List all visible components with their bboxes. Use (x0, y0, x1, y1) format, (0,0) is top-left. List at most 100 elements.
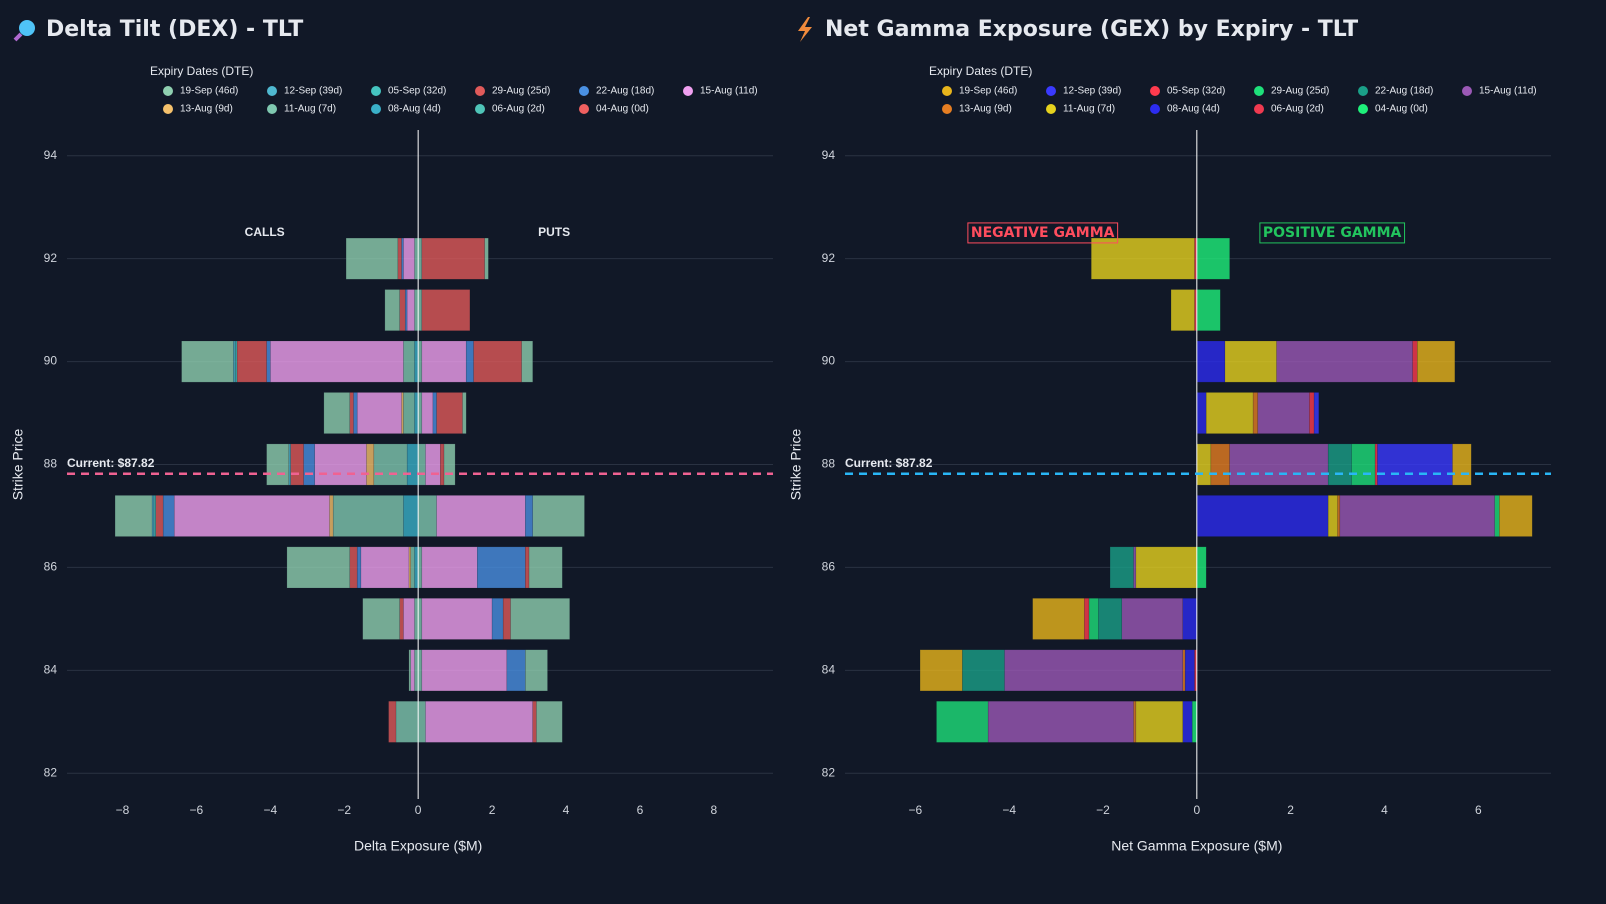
legend-swatch (267, 86, 277, 96)
x-tick-label: −4 (263, 803, 277, 817)
bar (397, 237, 402, 280)
x-tick-label: 2 (1287, 803, 1294, 817)
bar (1182, 700, 1193, 743)
x-tick-label: 6 (637, 803, 644, 817)
bar (477, 546, 526, 589)
bar (421, 340, 467, 383)
bar (421, 289, 471, 331)
bar (1494, 495, 1500, 537)
legend-label: 12-Sep (39d) (284, 86, 342, 97)
legend-label: 06-Aug (2d) (492, 104, 545, 115)
x-axis-label: Delta Exposure ($M) (354, 838, 482, 854)
bar (417, 700, 426, 743)
legend-label: 08-Aug (4d) (388, 104, 441, 115)
legend-label: 13-Aug (9d) (959, 104, 1012, 115)
annotation-box (967, 222, 1119, 244)
bar (436, 495, 526, 537)
bar (525, 495, 533, 537)
legend-label: 22-Aug (18d) (596, 86, 654, 97)
bar (1210, 443, 1230, 486)
bar (1196, 289, 1221, 331)
bar (425, 700, 533, 743)
legend-swatch (1150, 104, 1160, 114)
annotation: NEGATIVE GAMMA (971, 225, 1115, 241)
y-tick-label: 82 (822, 765, 836, 779)
bar (288, 443, 291, 486)
x-tick-label: 0 (1193, 803, 1200, 817)
bar (987, 700, 1134, 743)
x-tick-label: 2 (489, 803, 496, 817)
bar (414, 598, 419, 640)
bar (408, 649, 412, 692)
bar (443, 443, 456, 486)
bar (233, 340, 236, 383)
bar (417, 495, 437, 537)
legend-title: Expiry Dates (DTE) (929, 64, 1032, 78)
y-axis-label: Strike Price (10, 429, 26, 501)
x-tick-label: 0 (415, 803, 422, 817)
bar (1374, 443, 1378, 486)
bar (414, 237, 419, 280)
current-price-label: Current: $87.82 (845, 456, 933, 470)
y-tick-label: 82 (44, 765, 58, 779)
x-tick-label: −8 (116, 803, 130, 817)
bar (286, 546, 351, 589)
x-tick-label: 4 (563, 803, 570, 817)
annotation: POSITIVE GAMMA (1263, 225, 1402, 241)
bar (462, 392, 467, 434)
bar (421, 649, 508, 692)
y-tick-label: 88 (822, 457, 836, 471)
bar (1196, 546, 1207, 589)
bar (401, 392, 404, 434)
bar (1339, 495, 1495, 537)
bar (440, 443, 445, 486)
bar (303, 443, 315, 486)
bar (414, 649, 419, 692)
x-tick-label: −2 (1096, 803, 1110, 817)
y-axis-label: Strike Price (788, 429, 804, 501)
bar (502, 598, 511, 640)
bar (356, 392, 402, 434)
bar (1196, 443, 1212, 486)
legend-label: 19-Sep (46d) (959, 86, 1017, 97)
bar (1196, 340, 1226, 383)
bar (181, 340, 234, 383)
y-tick-label: 94 (44, 148, 58, 162)
legend-label: 05-Sep (32d) (1167, 86, 1225, 97)
x-tick-label: −2 (337, 803, 351, 817)
bar (151, 495, 155, 537)
legend-swatch (475, 86, 485, 96)
bar (414, 289, 419, 331)
legend-swatch (371, 86, 381, 96)
bar (329, 495, 334, 537)
gex-icon (798, 17, 812, 42)
bar (417, 340, 423, 383)
annotation-box (1259, 222, 1406, 244)
y-tick-label: 84 (822, 663, 836, 677)
bar (417, 392, 423, 434)
legend-label: 08-Aug (4d) (1167, 104, 1220, 115)
legend-label: 04-Aug (0d) (596, 104, 649, 115)
bar (332, 495, 404, 537)
current-price-label: Current: $87.82 (67, 456, 155, 470)
bar (1109, 546, 1134, 589)
legend-swatch (579, 104, 589, 114)
x-tick-label: 6 (1475, 803, 1482, 817)
legend-swatch (267, 104, 277, 114)
bar (410, 649, 415, 692)
bar (403, 392, 415, 434)
bar (510, 598, 570, 640)
bar (1337, 495, 1341, 537)
legend-label: 15-Aug (11d) (700, 86, 758, 97)
legend-swatch (1046, 104, 1056, 114)
bar (1135, 546, 1198, 589)
bar (417, 289, 423, 331)
bar (349, 392, 354, 434)
bar (153, 495, 156, 537)
bar (349, 546, 358, 589)
bar (399, 289, 406, 331)
bar (356, 546, 362, 589)
legend-label: 12-Sep (39d) (1063, 86, 1121, 97)
bar (406, 289, 415, 331)
bar (408, 546, 412, 589)
